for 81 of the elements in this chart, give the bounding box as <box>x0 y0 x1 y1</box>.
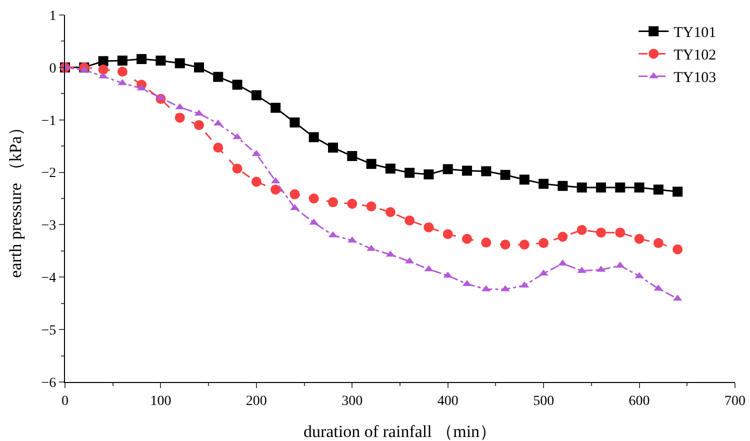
point <box>424 169 434 180</box>
point <box>290 189 300 200</box>
y-tick-label: −1 <box>41 114 56 129</box>
point <box>672 244 683 254</box>
point <box>462 166 472 176</box>
point <box>251 176 262 187</box>
point <box>251 90 262 100</box>
legend-label: TY101 <box>674 25 716 42</box>
point <box>653 184 664 195</box>
x-tick-label: 400 <box>437 394 458 409</box>
y-tick-label: 0 <box>49 61 56 76</box>
y-tick-label: −2 <box>41 166 56 182</box>
point <box>558 232 568 242</box>
x-tick-label: 600 <box>628 394 650 409</box>
y-tick-label: −6 <box>41 376 56 391</box>
point <box>481 238 492 248</box>
point <box>98 56 108 66</box>
point <box>174 112 185 123</box>
legend-label: TY103 <box>674 70 716 86</box>
x-tick-label: 0 <box>62 394 68 409</box>
point <box>538 178 549 189</box>
point <box>136 54 147 64</box>
point <box>615 182 626 192</box>
point <box>347 151 358 162</box>
point <box>653 238 664 248</box>
point <box>558 180 568 191</box>
point <box>347 198 358 209</box>
point <box>232 80 242 90</box>
point <box>538 238 549 248</box>
point <box>174 58 185 68</box>
point <box>385 207 396 218</box>
point <box>308 132 319 142</box>
point <box>213 72 224 82</box>
x-axis-title: duration of rainfall （min） <box>303 422 497 441</box>
point <box>519 174 530 185</box>
point <box>634 182 644 192</box>
point <box>615 228 626 238</box>
point <box>500 170 510 180</box>
point <box>519 240 530 250</box>
y-tick-label: −5 <box>41 323 56 338</box>
x-tick-label: 500 <box>533 394 554 409</box>
point <box>424 222 434 232</box>
point <box>328 197 338 208</box>
point <box>672 186 683 197</box>
x-tick-label: 300 <box>342 394 363 409</box>
point <box>270 184 281 195</box>
point <box>366 158 376 169</box>
point <box>596 182 606 192</box>
point <box>366 201 376 212</box>
point <box>576 224 587 235</box>
point <box>576 182 587 192</box>
legend-label: TY102 <box>674 48 716 64</box>
point <box>404 216 415 226</box>
point <box>290 117 300 128</box>
point <box>194 120 204 130</box>
y-axis-title: earth pressure （kPa） <box>6 119 25 278</box>
point <box>500 240 510 250</box>
point <box>385 164 396 174</box>
y-tick-label: −4 <box>41 271 56 286</box>
point <box>328 142 338 153</box>
point <box>481 166 492 176</box>
x-tick-label: 100 <box>150 394 172 409</box>
point <box>98 64 108 75</box>
point <box>117 56 128 66</box>
point <box>442 164 453 174</box>
point <box>194 62 204 72</box>
point <box>404 168 415 178</box>
point <box>442 229 453 240</box>
x-tick-label: 200 <box>246 394 267 409</box>
y-tick-label: 1 <box>49 8 56 24</box>
y-tick-label: −3 <box>41 218 56 234</box>
x-tick-label: 700 <box>724 394 746 409</box>
point <box>462 234 472 244</box>
point <box>117 66 128 77</box>
point <box>270 102 281 113</box>
point <box>156 56 166 66</box>
point <box>213 142 224 153</box>
point <box>596 228 606 238</box>
point <box>634 234 644 244</box>
point <box>308 194 319 204</box>
point <box>232 164 242 174</box>
